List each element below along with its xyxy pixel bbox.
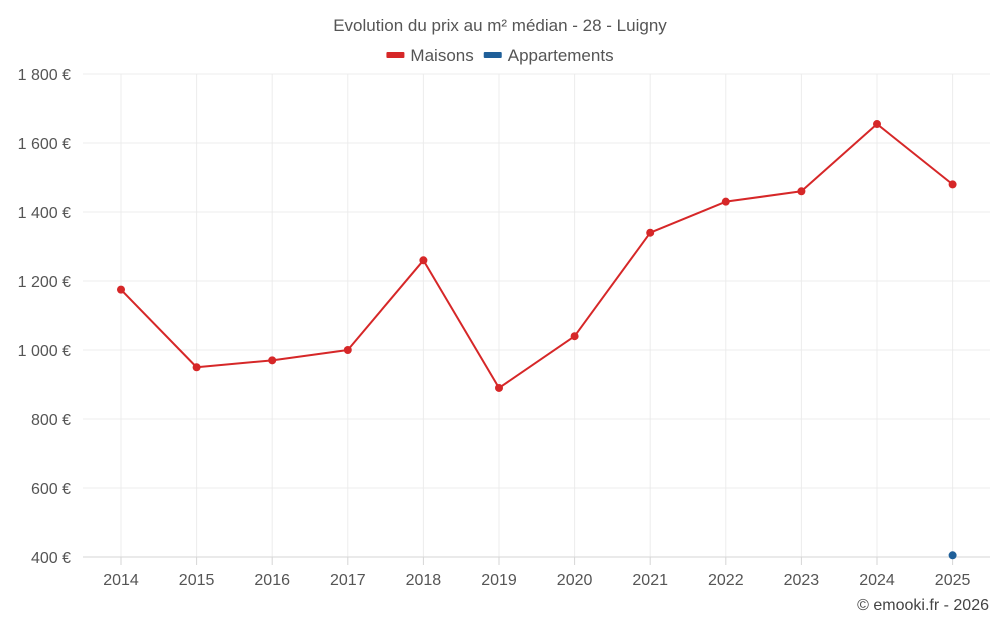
x-tick-label: 2014 bbox=[103, 572, 139, 589]
data-point bbox=[192, 363, 201, 372]
legend-swatch bbox=[483, 52, 502, 58]
x-tick-label: 2017 bbox=[330, 572, 366, 589]
series-appartements bbox=[948, 551, 957, 560]
chart-title: Evolution du prix au m² médian - 28 - Lu… bbox=[333, 16, 667, 35]
data-point bbox=[721, 197, 730, 206]
legend-label: Appartements bbox=[508, 46, 614, 65]
data-point bbox=[419, 256, 428, 265]
credit-text: © emooki.fr - 2026 bbox=[857, 597, 989, 614]
x-tick-label: 2019 bbox=[481, 572, 517, 589]
x-tick-label: 2021 bbox=[632, 572, 668, 589]
data-point bbox=[646, 228, 655, 237]
x-tick-label: 2016 bbox=[254, 572, 290, 589]
data-point bbox=[495, 383, 503, 392]
x-tick-label: 2020 bbox=[557, 572, 593, 589]
data-point bbox=[343, 346, 352, 354]
y-tick-label: 1 400 € bbox=[18, 205, 71, 222]
y-tick-label: 600 € bbox=[31, 481, 71, 498]
axes: 400 € 600 € 800 € 1 000 € 1 200 € 1 400 € 1 60… bbox=[18, 67, 990, 589]
y-tick-label: 800 € bbox=[31, 412, 71, 429]
data-point bbox=[797, 187, 806, 196]
series-line-maisons bbox=[120, 123, 954, 389]
data-point bbox=[948, 551, 957, 560]
x-tick-label: 2023 bbox=[784, 572, 820, 589]
legend-item-appartements[interactable]: Appartements bbox=[483, 46, 614, 65]
y-tick-label: 1 600 € bbox=[18, 136, 71, 153]
legend: Maisons Appartements bbox=[386, 46, 614, 65]
series-maisons bbox=[117, 120, 957, 392]
series-layer bbox=[117, 120, 957, 560]
legend-swatch bbox=[386, 52, 405, 58]
data-point bbox=[117, 285, 125, 294]
y-tick-label: 1 000 € bbox=[18, 343, 71, 360]
y-tick-label: 400 € bbox=[31, 550, 71, 567]
x-tick-label: 2024 bbox=[859, 572, 895, 589]
legend-item-maisons[interactable]: Maisons bbox=[386, 46, 474, 65]
x-tick-label: 2015 bbox=[179, 572, 215, 589]
data-point bbox=[570, 332, 579, 341]
legend-label: Maisons bbox=[410, 46, 473, 65]
y-tick-label: 1 800 € bbox=[18, 67, 71, 84]
grid bbox=[83, 73, 990, 557]
x-tick-label: 2022 bbox=[708, 572, 744, 589]
x-tick-label: 2018 bbox=[406, 572, 442, 589]
data-point bbox=[873, 120, 881, 129]
x-tick-label: 2025 bbox=[935, 572, 971, 589]
data-point bbox=[948, 180, 957, 189]
y-tick-label: 1 200 € bbox=[18, 274, 71, 291]
data-point bbox=[268, 356, 277, 365]
